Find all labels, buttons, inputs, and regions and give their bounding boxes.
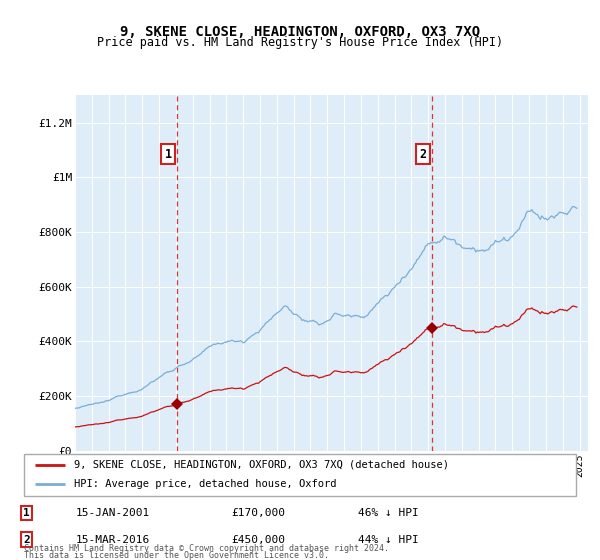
Text: 46% ↓ HPI: 46% ↓ HPI (358, 508, 418, 518)
Text: £170,000: £170,000 (231, 508, 285, 518)
Text: 2: 2 (420, 147, 427, 161)
Text: £450,000: £450,000 (231, 535, 285, 545)
Text: Contains HM Land Registry data © Crown copyright and database right 2024.: Contains HM Land Registry data © Crown c… (24, 544, 389, 553)
Text: 1: 1 (23, 508, 30, 518)
Text: 9, SKENE CLOSE, HEADINGTON, OXFORD, OX3 7XQ: 9, SKENE CLOSE, HEADINGTON, OXFORD, OX3 … (120, 25, 480, 39)
Text: HPI: Average price, detached house, Oxford: HPI: Average price, detached house, Oxfo… (74, 479, 336, 489)
Text: 2: 2 (23, 535, 30, 545)
Text: 9, SKENE CLOSE, HEADINGTON, OXFORD, OX3 7XQ (detached house): 9, SKENE CLOSE, HEADINGTON, OXFORD, OX3 … (74, 460, 449, 470)
Text: 15-JAN-2001: 15-JAN-2001 (76, 508, 149, 518)
Text: 44% ↓ HPI: 44% ↓ HPI (358, 535, 418, 545)
Text: 1: 1 (164, 147, 172, 161)
Text: This data is licensed under the Open Government Licence v3.0.: This data is licensed under the Open Gov… (24, 551, 329, 560)
Text: Price paid vs. HM Land Registry's House Price Index (HPI): Price paid vs. HM Land Registry's House … (97, 36, 503, 49)
Text: 15-MAR-2016: 15-MAR-2016 (76, 535, 149, 545)
